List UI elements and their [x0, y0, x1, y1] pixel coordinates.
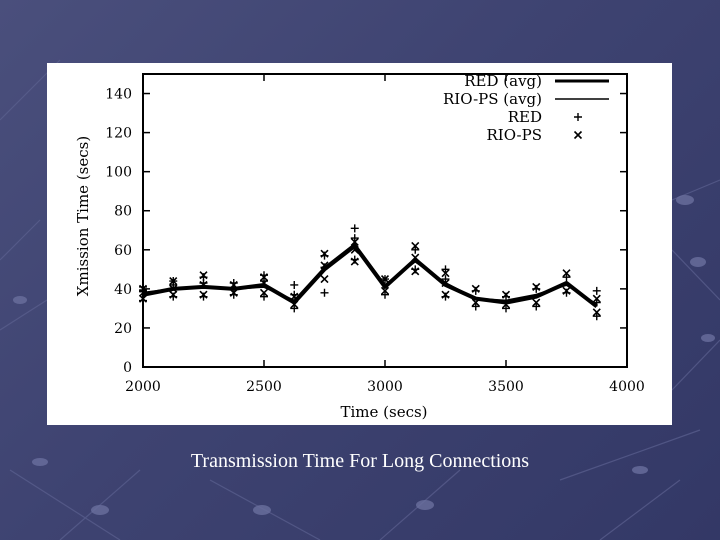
plus-marker — [320, 288, 329, 297]
cross-marker — [411, 253, 420, 262]
cross-marker — [138, 294, 148, 303]
legend-label-0: RED (avg) — [464, 72, 542, 90]
plus-marker — [350, 234, 359, 243]
cross-marker — [441, 269, 450, 278]
cross-marker — [501, 300, 511, 309]
cross-marker — [380, 286, 390, 295]
cross-marker — [169, 284, 178, 293]
cross-marker — [592, 294, 601, 303]
cross-marker — [259, 288, 269, 297]
cross-marker — [411, 267, 420, 276]
cross-marker — [501, 290, 511, 299]
cross-marker — [199, 290, 208, 299]
cross-marker — [320, 249, 329, 258]
plus-marker — [502, 304, 510, 313]
y-tick-label: 100 — [105, 165, 132, 181]
chart-series-lines — [142, 242, 598, 309]
cross-marker — [259, 273, 269, 282]
cross-marker — [532, 282, 541, 291]
cross-marker — [169, 290, 178, 299]
cross-marker — [441, 290, 450, 299]
plus-marker — [441, 265, 450, 274]
plot-frame — [142, 73, 628, 368]
legend-label-3: RIO-PS — [486, 126, 542, 144]
x-tick-label: 2500 — [246, 379, 282, 395]
y-axis-label: Xmission Time (secs) — [74, 136, 92, 296]
cross-marker — [532, 298, 541, 307]
plus-marker — [471, 302, 480, 311]
cross-marker — [199, 271, 208, 280]
cross-marker — [471, 284, 480, 293]
plus-marker — [441, 275, 450, 284]
cross-marker — [411, 241, 420, 250]
chart-svg: 0 20 40 60 80 100 120 140 2000 2500 3000 3500 4000 R… — [74, 72, 645, 421]
x-tick-label: 3000 — [367, 379, 403, 395]
cross-marker — [259, 278, 269, 288]
plus-marker — [562, 273, 571, 282]
cross-marker — [229, 288, 238, 297]
cross-marker — [138, 284, 148, 293]
cross-marker — [290, 292, 299, 301]
slide-caption: Transmission Time For Long Connections — [190, 450, 530, 472]
cross-marker — [350, 257, 359, 266]
y-tick-label: 60 — [114, 243, 132, 259]
plus-marker — [381, 290, 389, 299]
plus-marker — [592, 286, 601, 295]
y-tick-label: 0 — [123, 360, 132, 376]
x-tick-label: 4000 — [609, 379, 645, 395]
y-tick-label: 20 — [114, 321, 132, 337]
cross-marker — [350, 237, 359, 247]
cross-marker — [441, 278, 450, 288]
cross-marker — [350, 245, 359, 254]
x-axis-label: Time (secs) — [340, 403, 427, 421]
chart-axes: 0 20 40 60 80 100 120 140 2000 2500 3000 3500 4000 — [105, 73, 645, 395]
cross-marker — [573, 130, 583, 140]
y-tick-label: 80 — [114, 204, 132, 220]
plus-marker — [290, 280, 299, 289]
y-tick-label: 40 — [114, 282, 132, 298]
cross-marker — [562, 269, 571, 278]
series-line-1 — [142, 242, 598, 306]
cross-marker — [592, 308, 601, 317]
plus-marker — [290, 304, 299, 313]
cross-marker — [320, 275, 329, 284]
plus-marker — [411, 245, 420, 254]
cross-marker — [562, 286, 571, 295]
plus-marker — [350, 224, 359, 233]
y-tick-label: 120 — [105, 126, 132, 142]
cross-marker — [229, 280, 238, 290]
series-line-0 — [142, 243, 598, 309]
x-tick-label: 2000 — [125, 379, 161, 395]
cross-marker — [380, 275, 390, 284]
legend-label-2: RED — [508, 108, 542, 126]
plus-marker — [592, 312, 601, 321]
plus-marker — [574, 113, 582, 121]
plus-marker — [592, 298, 601, 307]
plus-marker — [532, 302, 541, 311]
cross-marker — [199, 280, 208, 290]
plus-marker — [260, 292, 268, 301]
cross-marker — [471, 298, 480, 307]
chart-series-points — [138, 224, 601, 321]
cross-marker — [290, 300, 299, 309]
y-tick-label: 140 — [105, 87, 132, 103]
x-tick-label: 3500 — [488, 379, 524, 395]
legend-label-1: RIO-PS (avg) — [443, 90, 542, 108]
cross-marker — [320, 261, 329, 270]
cross-marker — [169, 276, 178, 286]
chart-panel: 0 20 40 60 80 100 120 140 2000 2500 3000 3500 4000 R… — [47, 63, 672, 425]
